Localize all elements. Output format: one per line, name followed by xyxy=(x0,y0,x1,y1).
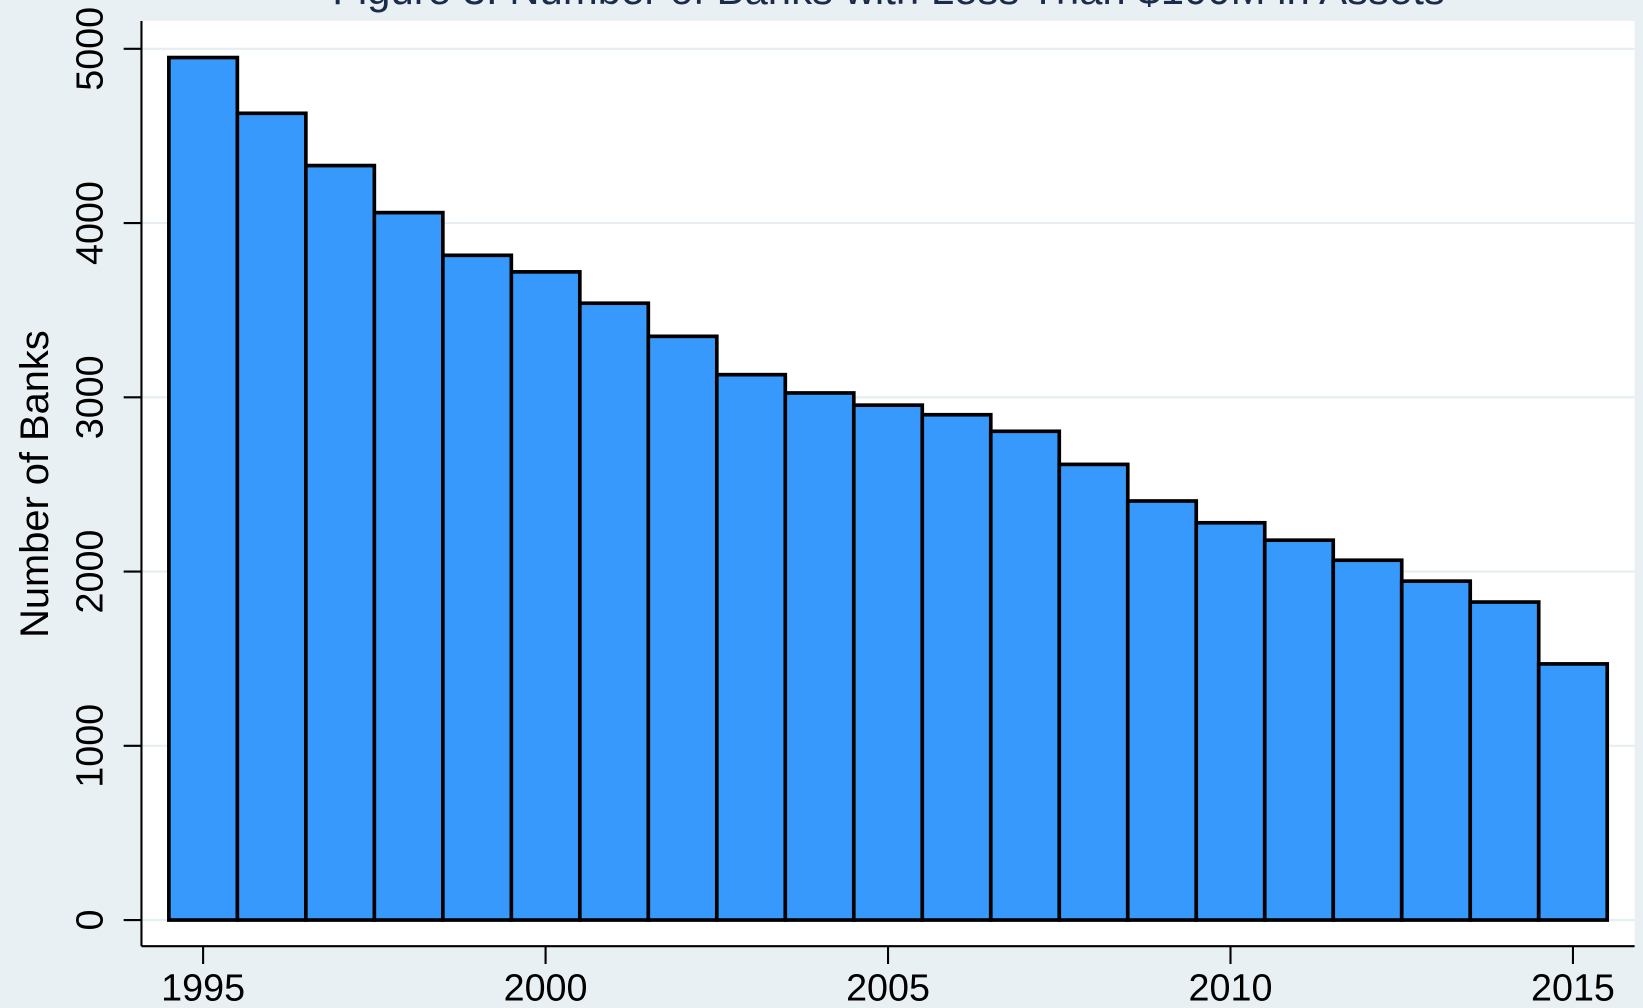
x-tick-label: 2005 xyxy=(846,967,930,1008)
y-axis-title: Number of Banks xyxy=(13,330,57,637)
bar xyxy=(851,403,925,922)
y-tick-label: 0 xyxy=(69,910,111,931)
bar xyxy=(1262,538,1336,922)
bar xyxy=(1468,600,1541,922)
bar xyxy=(372,210,445,922)
bar xyxy=(304,163,377,922)
x-tick-label: 2015 xyxy=(1531,967,1615,1008)
bar xyxy=(920,412,993,922)
chart-title: Figure 3: Number of Banks with Less Than… xyxy=(332,0,1445,13)
x-tick-label: 2010 xyxy=(1189,967,1273,1008)
bar xyxy=(167,55,240,922)
x-tick-label: 1995 xyxy=(161,967,245,1008)
bar xyxy=(441,253,514,922)
y-tick-label: 4000 xyxy=(69,181,111,265)
bar xyxy=(235,111,308,922)
x-tick-label: 2000 xyxy=(504,967,588,1008)
bar xyxy=(783,391,856,922)
bar xyxy=(1057,462,1130,922)
bar xyxy=(1194,520,1267,922)
bar xyxy=(1536,662,1610,922)
bar xyxy=(1125,499,1199,922)
y-tick-label: 5000 xyxy=(69,7,111,91)
bar xyxy=(646,334,719,922)
y-tick-label: 2000 xyxy=(69,530,111,614)
bar xyxy=(1331,558,1404,922)
bar xyxy=(509,270,582,922)
bar xyxy=(714,372,788,922)
y-tick-label: 3000 xyxy=(69,355,111,439)
bar xyxy=(1399,579,1473,922)
y-tick-label: 1000 xyxy=(69,704,111,788)
bar xyxy=(577,301,651,922)
bar xyxy=(988,429,1062,922)
